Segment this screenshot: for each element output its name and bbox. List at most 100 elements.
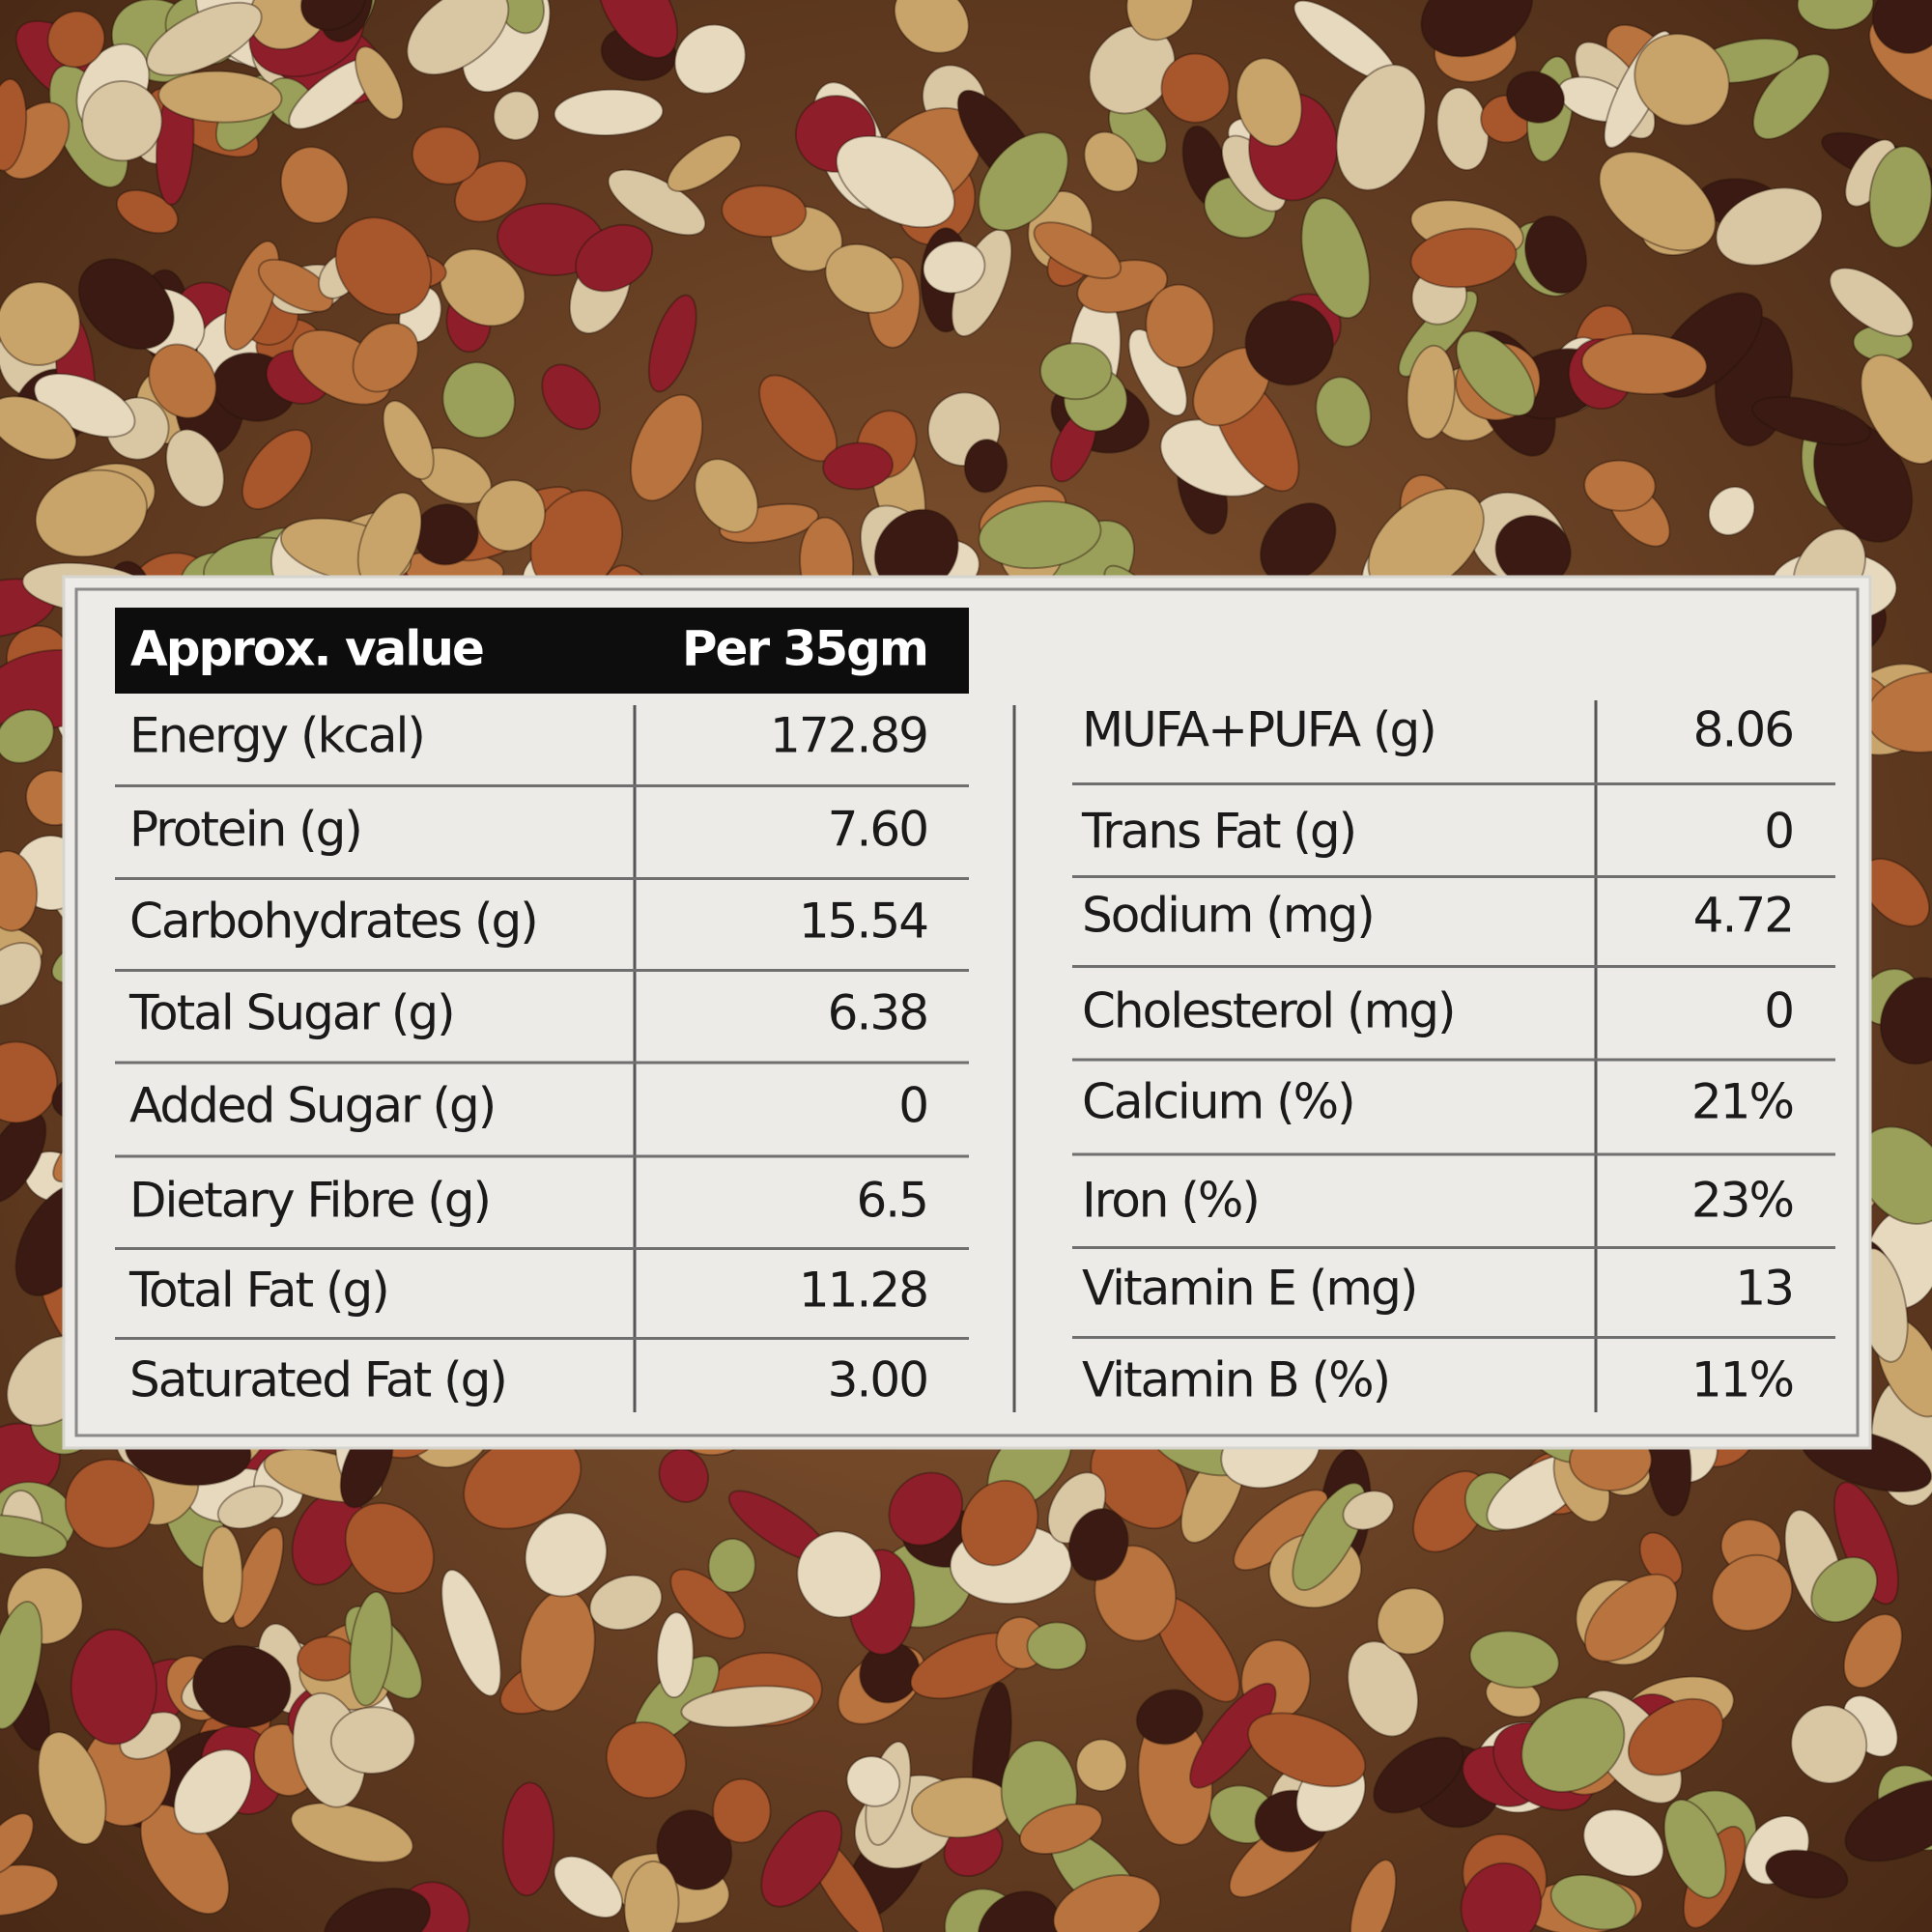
row-value: 4.72 (1693, 888, 1793, 944)
nut (279, 146, 350, 224)
nut (959, 1479, 1039, 1567)
header-unit: Per 35gm (682, 621, 927, 677)
nut (1247, 1712, 1367, 1788)
nut (501, 1781, 555, 1897)
header-label: Approx. value (130, 621, 483, 677)
nut (1347, 1640, 1419, 1738)
nut (963, 439, 1009, 494)
row-label: Sodium (mg) (1082, 888, 1374, 944)
nut (1039, 342, 1113, 401)
nut (1750, 395, 1872, 446)
nut (524, 1512, 608, 1598)
row-value: 21% (1691, 1074, 1793, 1130)
nut (1790, 1704, 1868, 1784)
nut (355, 45, 405, 121)
nut (1524, 214, 1588, 295)
nut (1300, 197, 1371, 320)
nut (0, 77, 28, 172)
nut (247, 0, 331, 50)
nut (1796, 0, 1875, 31)
nut (1582, 1808, 1664, 1878)
nut (493, 90, 540, 141)
nut (1829, 267, 1915, 337)
row-value: 23% (1691, 1173, 1793, 1229)
nut (334, 216, 433, 316)
nut (1373, 1736, 1464, 1814)
nut (290, 1802, 414, 1863)
nut (1715, 186, 1824, 267)
nut (922, 240, 986, 295)
nut (623, 1860, 680, 1932)
row-label: Cholesterol (mg) (1082, 983, 1455, 1039)
nut (1580, 332, 1708, 395)
nut (0, 850, 39, 932)
nut (0, 1040, 59, 1124)
panel-border (74, 587, 1860, 1437)
nut (454, 159, 528, 223)
nut (673, 23, 747, 95)
nut (894, 0, 970, 54)
nut (1868, 145, 1932, 249)
nut (0, 942, 43, 1008)
nut (1189, 1682, 1277, 1789)
nut (845, 1755, 901, 1807)
nut (81, 79, 163, 162)
nut (1145, 283, 1215, 369)
nut (656, 1611, 695, 1699)
nut (977, 1890, 1062, 1932)
nut (1160, 52, 1231, 124)
row-label: Saturated Fat (g) (129, 1352, 506, 1408)
nut (0, 1812, 35, 1877)
nut (1505, 71, 1566, 124)
nut (1711, 1553, 1794, 1633)
nut (1707, 486, 1756, 536)
row-label: Trans Fat (g) (1081, 804, 1355, 860)
nut (1135, 1689, 1204, 1746)
nut (1409, 227, 1518, 289)
nut (824, 242, 904, 314)
nut (1598, 151, 1717, 252)
nut (1420, 0, 1534, 58)
nut (1879, 977, 1932, 1065)
nut (835, 134, 956, 229)
nut (1350, 1859, 1397, 1932)
nut (173, 1748, 252, 1835)
nut (0, 708, 55, 764)
nut (37, 1731, 107, 1846)
row-value: 11% (1691, 1352, 1793, 1408)
nut (630, 393, 704, 502)
nut (46, 10, 106, 69)
nut (553, 1855, 624, 1918)
nut (0, 281, 81, 367)
nut (978, 500, 1102, 570)
nut (1033, 221, 1122, 280)
nut (1236, 57, 1303, 148)
nut (406, 0, 510, 76)
row-label: Carbohydrates (g) (129, 894, 537, 950)
nut (201, 1525, 243, 1625)
nut (588, 1574, 663, 1632)
nut (323, 1887, 432, 1932)
nut (191, 1644, 292, 1729)
row-value: 11.28 (799, 1263, 927, 1319)
nut (329, 1706, 416, 1775)
row-value: 3.00 (828, 1352, 927, 1408)
nut (440, 1569, 502, 1697)
nut (1842, 1613, 1903, 1690)
nut (575, 223, 654, 293)
row-label: Added Sugar (g) (129, 1078, 495, 1134)
nut (216, 1485, 284, 1530)
nut (1067, 1508, 1129, 1581)
nut (1018, 1803, 1103, 1856)
nut (165, 428, 225, 508)
nut (0, 1514, 69, 1559)
nut (1752, 53, 1831, 140)
nut (411, 126, 481, 185)
nut (760, 1809, 843, 1908)
rows: Energy (kcal) 172.89 Protein (g) 7.60 Carboh… (115, 702, 1835, 1408)
nut (257, 258, 334, 313)
nut (148, 343, 217, 419)
nut (349, 1590, 393, 1707)
nut (352, 322, 419, 393)
row-label: Iron (%) (1082, 1173, 1259, 1229)
